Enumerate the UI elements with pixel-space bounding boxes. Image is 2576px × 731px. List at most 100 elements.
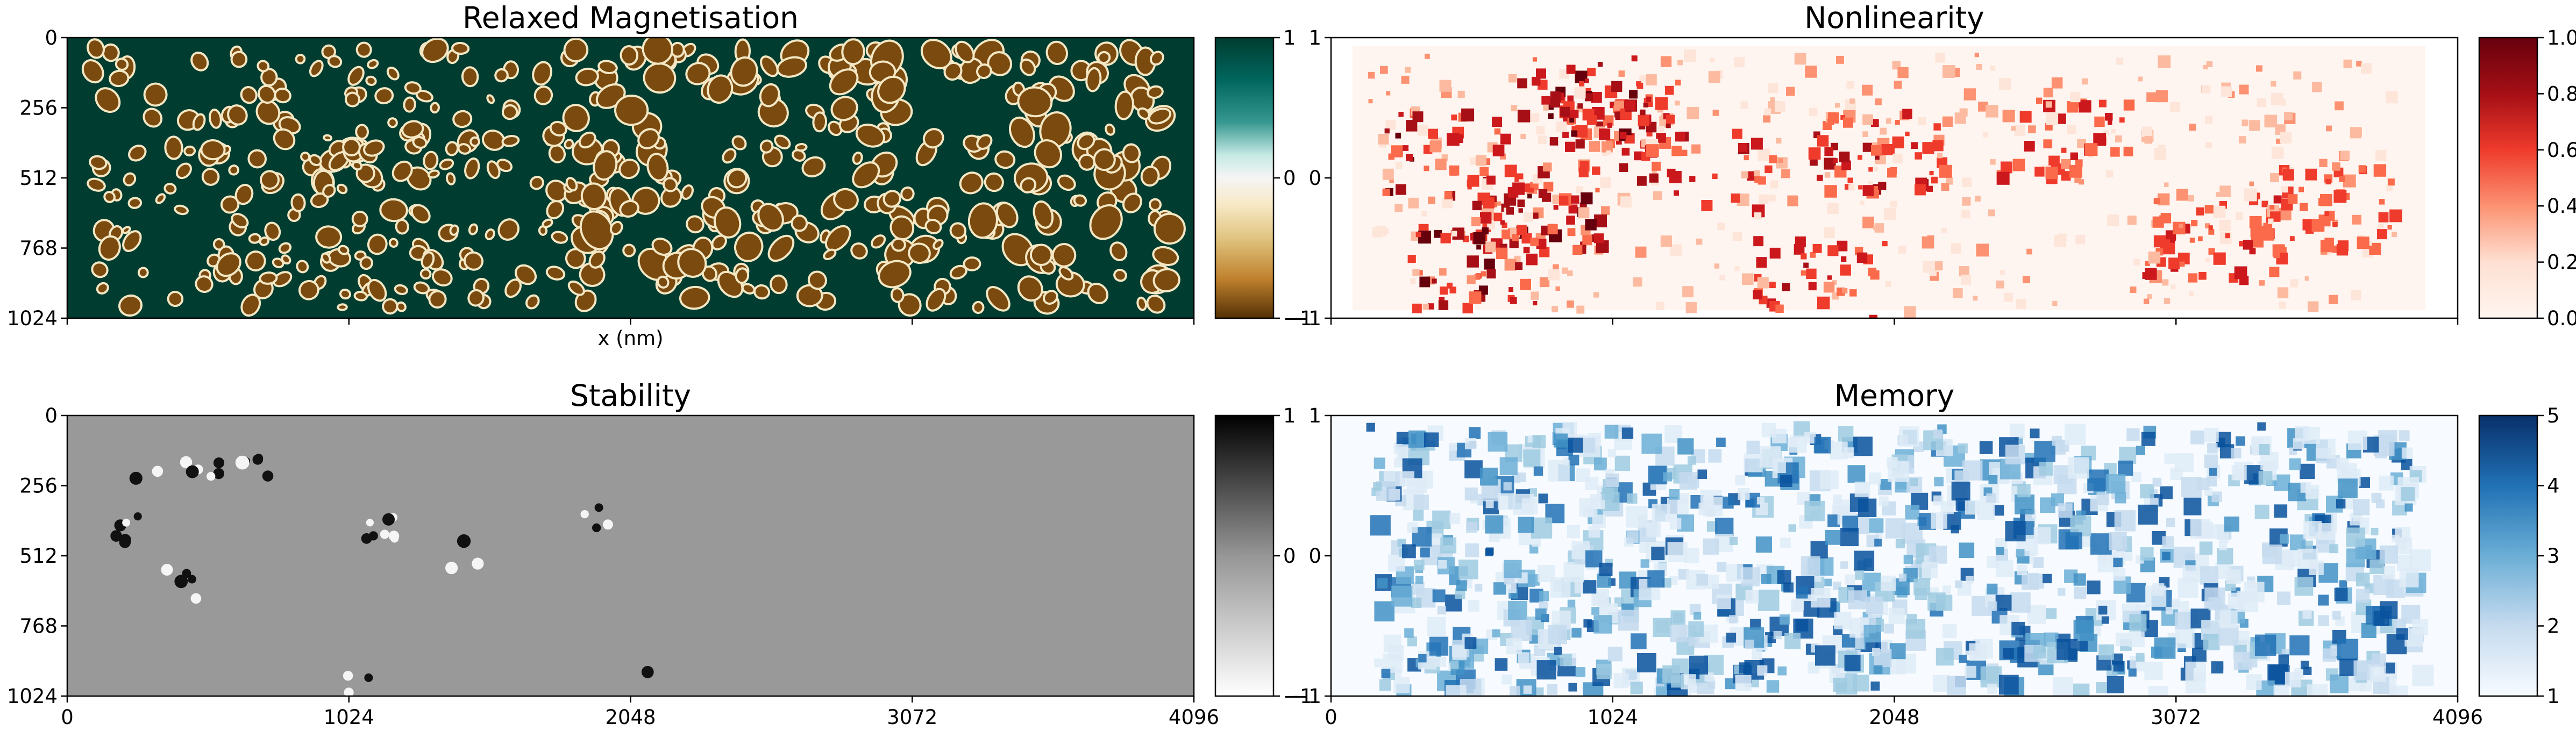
nonlinearity-cell [1497,201,1502,206]
nonlinearity-cell [1675,132,1685,142]
nonlinearity-cell [1927,235,1934,242]
magnetic-domain [412,136,428,149]
memory-cell [2109,532,2127,550]
memory-cell [2073,683,2090,696]
memory-cell [1866,596,1883,614]
nonlinearity-cell [2239,84,2249,95]
nonlinearity-cell [1842,117,1853,128]
nonlinearity-cell [1682,286,1694,298]
nonlinearity-cell [2352,214,2361,225]
stability-spot [213,457,225,469]
memory-cell [1825,530,1840,545]
nonlinearity-cell [1942,65,1955,78]
memory-cell [1631,633,1647,649]
memory-cell [1899,426,1919,447]
nonlinearity-cell [2204,205,2214,214]
memory-cell [1784,633,1801,649]
nonlinearity-cell [1982,132,1988,138]
colorbar-1 [1214,37,1275,319]
nonlinearity-cell [1862,114,1873,125]
nonlinearity-cell [2127,216,2137,225]
memory-cell [1381,669,1391,678]
nonlinearity-cell [1566,216,1575,225]
nonlinearity-cell [1510,297,1517,304]
nonlinearity-cell [1559,196,1569,205]
memory-cell [1576,468,1590,482]
magnetic-domain [707,74,734,104]
memory-cell [2217,548,2233,565]
nonlinearity-cell [2318,214,2331,227]
memory-cell [1804,432,1816,444]
memory-cell [1898,574,1907,582]
memory-cell [1504,560,1522,578]
memory-cell [2336,457,2349,470]
memory-cell [1977,502,1995,520]
memory-cell [1761,574,1771,584]
memory-cell [1933,429,1942,439]
memory-cell [1626,531,1639,543]
magnetic-domain [421,251,435,269]
nonlinearity-cell [1517,78,1527,89]
nonlinearity-cell [1868,181,1873,186]
nonlinearity-cell [1539,247,1550,257]
nonlinearity-cell [1469,291,1482,304]
nonlinearity-cell [1556,121,1567,132]
stability-spot [602,519,613,530]
memory-cell [2338,478,2358,498]
nonlinearity-cell [1858,185,1863,190]
nonlinearity-cell [2357,236,2369,249]
memory-cell [1653,618,1672,637]
magnetic-domain [449,224,459,236]
nonlinearity-cell [1542,162,1552,171]
nonlinearity-cell [1946,177,1953,185]
nonlinearity-cell [1555,286,1560,291]
magnetic-domain [496,159,513,173]
memory-cell [2128,668,2137,677]
nonlinearity-cell [1869,314,1878,318]
magnetic-domain [421,38,449,63]
nonlinearity-cell [1714,263,1720,269]
memory-cell [2200,566,2218,585]
nonlinearity-cell [2026,248,2032,255]
nonlinearity-cell [1685,302,1697,313]
nonlinearity-cell [1530,238,1539,246]
memory-cell [1466,522,1477,533]
nonlinearity-cell [2249,248,2256,255]
nonlinearity-cell [2326,125,2332,132]
nonlinearity-cell [1710,57,1715,62]
nonlinearity-cell [1675,101,1680,106]
nonlinearity-cell [1646,96,1652,102]
memory-cell [2353,660,2374,680]
colorbar-tick-label: 0 [1283,544,1296,568]
nonlinearity-cell [2188,273,2198,283]
nonlinearity-cell [1485,241,1496,253]
memory-cell [2382,565,2395,579]
nonlinearity-cell [1845,184,1851,190]
memory-cell [1539,601,1548,611]
panel-title-2: Nonlinearity [1804,1,1984,35]
magnetic-domain [1045,40,1069,65]
nonlinearity-cell [2133,259,2140,266]
memory-cell [1396,432,1409,444]
nonlinearity-cell [2268,218,2274,224]
magnetic-domain [240,86,258,104]
nonlinearity-cell [1584,78,1589,83]
memory-cell [2318,615,2329,626]
memory-cell [1452,645,1467,660]
nonlinearity-cell [1396,162,1403,169]
memory-cell [1436,656,1447,667]
nonlinearity-cell [1860,200,1865,205]
memory-cell [1523,449,1541,467]
nonlinearity-cell [1524,212,1533,222]
nonlinearity-cell [2343,174,2356,188]
nonlinearity-cell [2351,290,2361,300]
memory-cell [1492,629,1500,637]
memory-cell [2203,634,2220,650]
nonlinearity-cell [1827,245,1839,256]
magnetic-domain [1122,143,1141,163]
magnetic-domain [1017,275,1043,302]
memory-cell [1554,647,1562,655]
nonlinearity-cell [1625,100,1636,111]
nonlinearity-cell [1639,75,1646,82]
